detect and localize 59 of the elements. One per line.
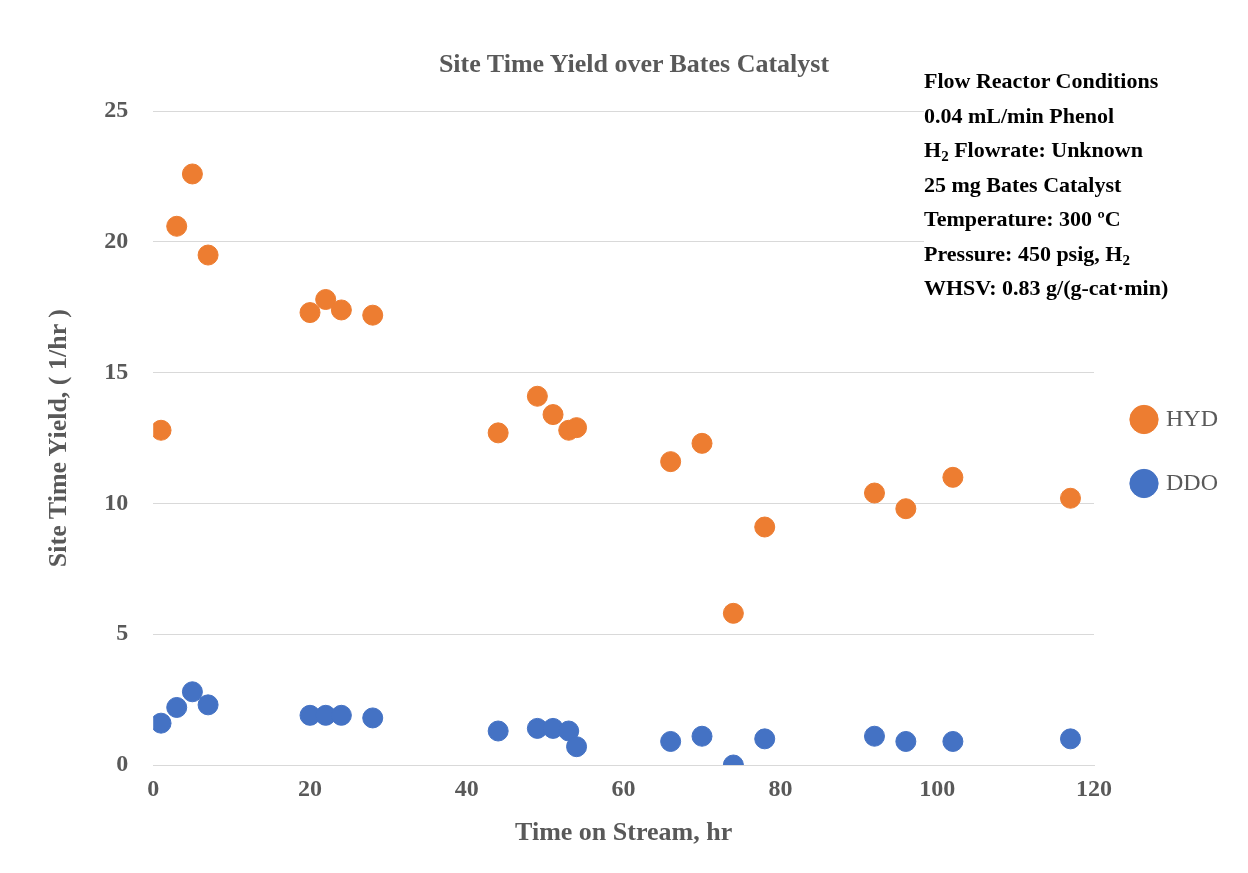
point bbox=[166, 215, 188, 237]
point bbox=[330, 704, 352, 726]
point bbox=[362, 304, 384, 326]
point bbox=[942, 466, 964, 488]
point bbox=[181, 163, 203, 185]
point bbox=[487, 422, 509, 444]
point bbox=[691, 725, 713, 747]
point bbox=[526, 385, 548, 407]
chart-title: Site Time Yield over Bates Catalyst bbox=[438, 49, 830, 79]
point bbox=[181, 681, 203, 703]
point bbox=[722, 602, 744, 624]
x-tick-label: 0 bbox=[147, 774, 160, 801]
y-tick-label: 20 bbox=[104, 227, 129, 254]
point bbox=[299, 302, 321, 324]
annotation: 0.04 mL/min Phenol bbox=[924, 101, 1116, 130]
point bbox=[754, 728, 776, 750]
x-tick-label: 120 bbox=[1076, 774, 1112, 801]
x-axis-title: Time on Stream, hr bbox=[515, 817, 733, 847]
annotation: H$_{2}$ Flowrate: Unknown bbox=[924, 136, 1144, 166]
point bbox=[315, 288, 337, 310]
x-tick-label: 20 bbox=[298, 774, 322, 801]
point bbox=[1059, 728, 1081, 750]
point bbox=[691, 432, 713, 454]
point bbox=[197, 694, 219, 716]
annotation: WHSV: 0.83 g/(g-cat·min) bbox=[924, 274, 1169, 302]
annotation: 25 mg Bates Catalyst bbox=[924, 170, 1123, 199]
point bbox=[863, 725, 885, 747]
point bbox=[330, 299, 352, 321]
point bbox=[558, 720, 580, 742]
point bbox=[542, 404, 564, 426]
point bbox=[566, 736, 588, 758]
point bbox=[487, 720, 509, 742]
y-tick-label: 0 bbox=[116, 750, 129, 777]
y-tick-label: 5 bbox=[116, 619, 129, 646]
point bbox=[895, 498, 917, 520]
point bbox=[197, 244, 219, 266]
y-tick-label: 25 bbox=[104, 96, 129, 123]
y-tick-label: 15 bbox=[104, 357, 129, 384]
point bbox=[660, 730, 682, 752]
legend-label: HYD bbox=[1166, 404, 1218, 431]
y-axis-title: Site Time Yield, ( 1/hr ) bbox=[43, 309, 73, 568]
point bbox=[942, 730, 964, 752]
annotation: Temperature: 300 ºC bbox=[924, 205, 1122, 233]
x-tick-label: 60 bbox=[611, 774, 636, 801]
text: Flow Reactor Conditions bbox=[924, 67, 1160, 95]
x-tick-label: 100 bbox=[919, 774, 956, 801]
x-tick-label: 80 bbox=[768, 774, 793, 801]
point bbox=[660, 451, 682, 473]
point bbox=[754, 516, 776, 538]
point bbox=[566, 417, 588, 439]
x-tick-label: 40 bbox=[454, 774, 479, 801]
point bbox=[895, 730, 917, 752]
legend-label: DDO bbox=[1166, 468, 1218, 495]
point bbox=[863, 482, 885, 504]
point bbox=[362, 707, 384, 729]
point bbox=[166, 696, 188, 718]
annotation: Pressure: 450 psig, H$_{2}$ bbox=[924, 239, 1131, 270]
y-tick-label: 10 bbox=[104, 488, 129, 515]
point bbox=[1059, 487, 1081, 509]
